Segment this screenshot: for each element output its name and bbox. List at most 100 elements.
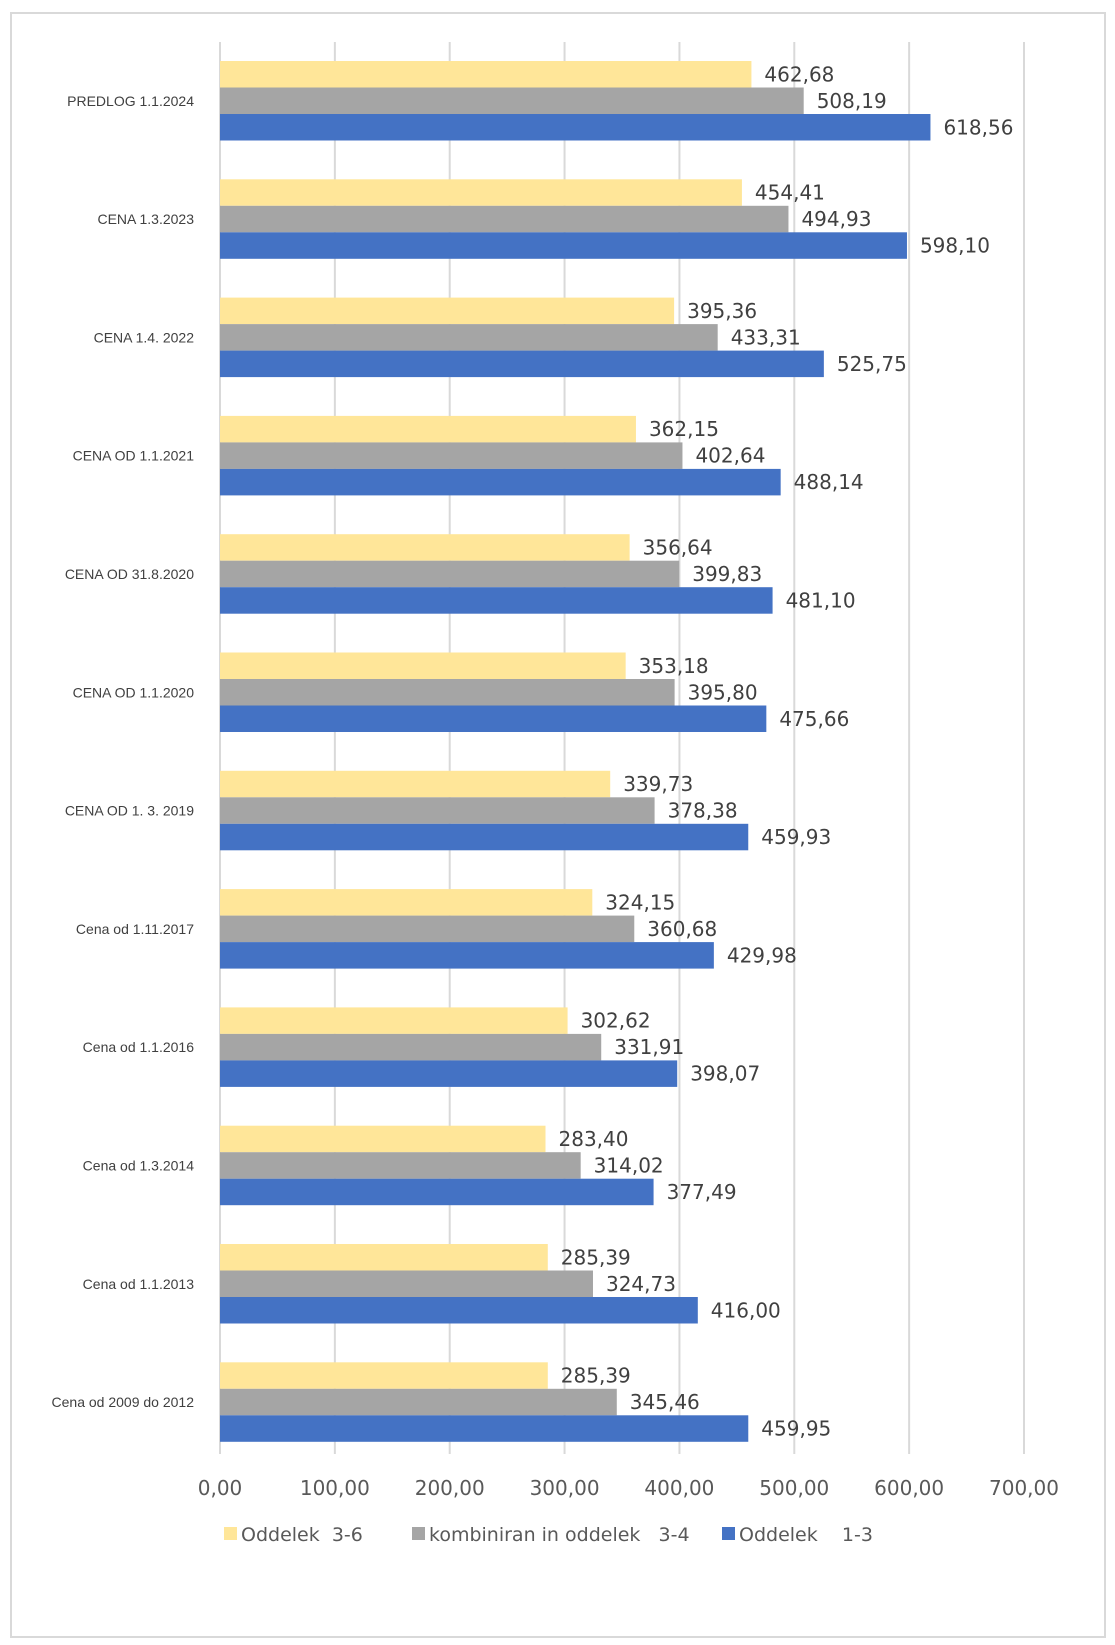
data-label: 508,19	[817, 89, 887, 113]
bar	[220, 587, 773, 614]
data-label: 353,18	[639, 654, 709, 678]
bar	[220, 1270, 593, 1297]
x-tick-label: 100,00	[300, 1476, 370, 1500]
bar	[220, 652, 626, 679]
data-label: 488,14	[794, 470, 864, 494]
category-label: CENA 1.3.2023	[97, 211, 194, 227]
bars	[220, 61, 931, 1442]
bar	[220, 705, 767, 732]
legend-label: kombiniran in oddelek 3-4	[429, 1524, 690, 1546]
bar	[220, 1152, 581, 1179]
bar	[220, 1388, 617, 1416]
bar	[220, 297, 675, 325]
data-label: 356,64	[643, 535, 713, 559]
data-label: 302,62	[581, 1009, 651, 1033]
data-label: 395,80	[688, 680, 758, 704]
legend-swatch	[224, 1527, 237, 1540]
bar	[220, 679, 675, 706]
data-label: 339,73	[623, 772, 693, 796]
data-label: 454,41	[755, 181, 825, 205]
data-label: 475,66	[779, 707, 849, 731]
data-label: 378,38	[668, 799, 738, 823]
bar	[220, 770, 611, 798]
bar	[220, 205, 789, 233]
data-label: 429,98	[727, 943, 797, 967]
bar	[220, 415, 636, 443]
category-label: PREDLOG 1.1.2024	[67, 93, 194, 109]
bar	[220, 1244, 548, 1271]
x-tick-label: 0,00	[198, 1476, 243, 1500]
data-label: 331,91	[614, 1035, 684, 1059]
data-label: 362,15	[649, 417, 719, 441]
data-label: 285,39	[561, 1245, 631, 1269]
legend-label: Oddelek 1-3	[739, 1524, 873, 1546]
bar	[220, 1362, 548, 1389]
category-label: CENA OD 1.1.2021	[73, 448, 195, 464]
data-label: 459,95	[761, 1417, 831, 1441]
bar	[220, 942, 714, 969]
data-label: 399,83	[692, 562, 762, 586]
bar	[220, 797, 655, 824]
category-label: Cena od 2009 do 2012	[52, 1394, 195, 1410]
x-tick-label: 700,00	[989, 1476, 1059, 1500]
category-label: Cena od 1.3.2014	[83, 1157, 195, 1173]
bar	[220, 1415, 749, 1442]
bar	[220, 232, 907, 259]
bar	[220, 442, 683, 469]
x-axis-ticks: 0,00 100,00 200,00 300,00 400,00 500,00 600,00…	[198, 1476, 1059, 1500]
data-label: 618,56	[943, 115, 1013, 139]
data-label: 402,64	[695, 444, 765, 468]
data-label: 416,00	[711, 1298, 781, 1322]
category-label: Cena od 1.1.2013	[83, 1276, 195, 1292]
data-label: 395,36	[687, 299, 757, 323]
bar	[220, 1297, 698, 1324]
bar	[220, 889, 593, 916]
bar	[220, 534, 630, 561]
legend-label: Oddelek 3-6	[241, 1524, 363, 1546]
category-label: Cena od 1.1.2016	[83, 1039, 195, 1055]
legend: Oddelek 3-6 kombiniran in oddelek 3-4 Odde…	[224, 1524, 873, 1546]
x-tick-label: 600,00	[874, 1476, 944, 1500]
category-label: CENA 1.4. 2022	[94, 329, 195, 345]
bar	[220, 1007, 568, 1034]
data-label: 324,15	[605, 890, 675, 914]
category-label: CENA OD 1. 3. 2019	[65, 803, 194, 819]
data-label: 324,73	[606, 1272, 676, 1296]
bar	[220, 1125, 546, 1153]
x-tick-label: 400,00	[644, 1476, 714, 1500]
data-label: 598,10	[920, 234, 990, 258]
bar	[220, 468, 781, 496]
data-label: 377,49	[667, 1180, 737, 1204]
data-label: 481,10	[786, 588, 856, 612]
bar	[220, 823, 749, 851]
bar	[220, 87, 804, 114]
bar	[220, 915, 635, 943]
gridlines	[219, 42, 1025, 1454]
category-labels: PREDLOG 1.1.2024 CENA 1.3.2023 CENA 1.4. 2…	[52, 93, 195, 1410]
bar	[220, 1178, 654, 1206]
category-label: Cena od 1.11.2017	[76, 921, 194, 937]
bar	[220, 1033, 602, 1061]
data-label: 314,02	[594, 1153, 664, 1177]
x-tick-label: 300,00	[530, 1476, 600, 1500]
data-label: 285,39	[561, 1364, 631, 1388]
data-label: 462,68	[764, 62, 834, 86]
bar	[220, 114, 931, 141]
legend-swatch	[722, 1527, 735, 1540]
bar	[220, 61, 752, 88]
bar	[220, 350, 824, 378]
x-tick-label: 500,00	[759, 1476, 829, 1500]
bar	[220, 560, 680, 588]
category-label: CENA OD 31.8.2020	[65, 566, 194, 582]
data-label: 360,68	[647, 917, 717, 941]
data-label: 433,31	[731, 325, 801, 349]
chart-frame: 462,68 508,19 618,56 454,41 494,93 598,10 395,…	[10, 12, 1106, 1638]
bar	[220, 1060, 678, 1087]
bar	[220, 179, 742, 206]
data-label: 283,40	[559, 1127, 629, 1151]
x-tick-label: 200,00	[415, 1476, 485, 1500]
data-label: 345,46	[630, 1390, 700, 1414]
data-label: 494,93	[801, 207, 871, 231]
